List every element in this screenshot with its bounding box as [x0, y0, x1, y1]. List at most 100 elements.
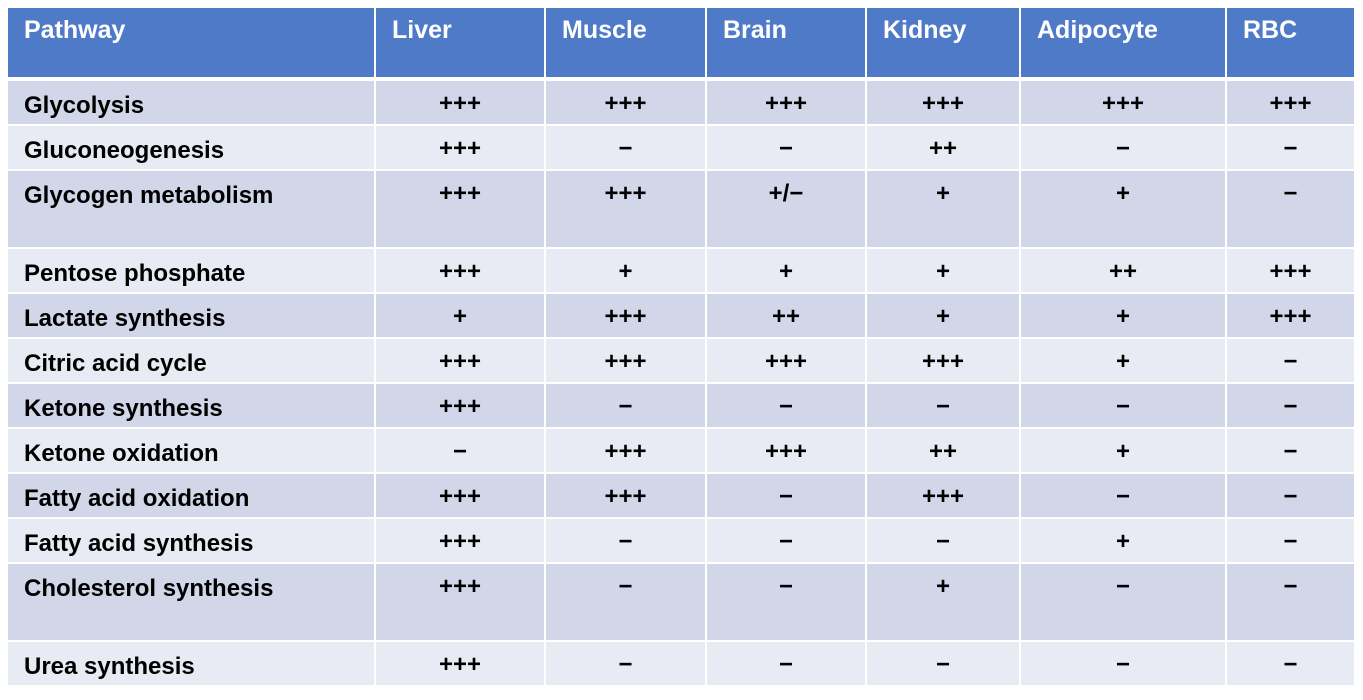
activity-cell: − [707, 642, 867, 687]
activity-cell: + [1021, 429, 1227, 474]
pathway-name: Lactate synthesis [24, 305, 226, 332]
pathway-name-cell: Fatty acid oxidation [8, 474, 376, 519]
table-row: Lactate synthesis + +++ ++ + + +++ [8, 294, 1354, 339]
column-header: Brain [707, 8, 867, 81]
activity-cell: +++ [546, 294, 707, 339]
activity-cell: +++ [546, 339, 707, 384]
pathway-name-cell: Ketone oxidation [8, 429, 376, 474]
activity-cell: − [1227, 429, 1354, 474]
pathway-name-cell: Glycogen metabolism [8, 171, 376, 249]
activity-cell: +++ [867, 339, 1021, 384]
activity-cell: − [1021, 384, 1227, 429]
pathway-name: Ketone synthesis [24, 395, 223, 422]
pathway-name-cell: Lactate synthesis [8, 294, 376, 339]
activity-cell: + [707, 249, 867, 294]
activity-cell: − [707, 519, 867, 564]
table-row: Cholesterol synthesis +++ − − + − − [8, 564, 1354, 642]
activity-cell: +++ [376, 339, 546, 384]
pathway-name-cell: Ketone synthesis [8, 384, 376, 429]
activity-cell: +++ [1021, 81, 1227, 126]
activity-cell: + [867, 171, 1021, 249]
activity-cell: +++ [376, 171, 546, 249]
pathway-name: Pentose phosphate [24, 260, 246, 287]
activity-cell: +++ [546, 474, 707, 519]
activity-cell: ++ [867, 126, 1021, 171]
activity-cell: + [1021, 294, 1227, 339]
table-row: Citric acid cycle +++ +++ +++ +++ + − [8, 339, 1354, 384]
pathway-name: Gluconeogenesis [24, 137, 225, 164]
pathway-name: Glycolysis [24, 92, 145, 119]
activity-cell: − [707, 474, 867, 519]
activity-cell: +++ [1227, 81, 1354, 126]
activity-cell: − [546, 642, 707, 687]
activity-cell: − [867, 519, 1021, 564]
pathway-name: Cholesterol synthesis [24, 575, 274, 602]
table-row: Ketone oxidation − +++ +++ ++ + − [8, 429, 1354, 474]
activity-cell: − [1021, 474, 1227, 519]
activity-cell: +++ [376, 249, 546, 294]
activity-cell: + [1021, 519, 1227, 564]
activity-cell: +++ [707, 429, 867, 474]
activity-cell: − [707, 564, 867, 642]
column-header: Pathway [8, 8, 376, 81]
table-row: Glycogen metabolism +++ +++ +/− + + − [8, 171, 1354, 249]
pathway-name: Ketone oxidation [24, 440, 219, 467]
activity-cell: + [546, 249, 707, 294]
pathway-name-cell: Fatty acid synthesis [8, 519, 376, 564]
activity-cell: + [867, 249, 1021, 294]
activity-cell: − [546, 519, 707, 564]
pathway-name: Glycogen metabolism [24, 182, 274, 209]
activity-cell: − [707, 384, 867, 429]
pathway-name: Fatty acid oxidation [24, 485, 250, 512]
activity-cell: + [1021, 339, 1227, 384]
activity-cell: +++ [1227, 249, 1354, 294]
table-row: Glycolysis +++ +++ +++ +++ +++ +++ [8, 81, 1354, 126]
column-header: Kidney [867, 8, 1021, 81]
activity-cell: − [867, 384, 1021, 429]
activity-cell: − [707, 126, 867, 171]
activity-cell: +++ [546, 171, 707, 249]
activity-cell: +++ [376, 519, 546, 564]
activity-cell: − [1021, 564, 1227, 642]
activity-cell: +++ [376, 474, 546, 519]
activity-cell: − [546, 126, 707, 171]
activity-cell: +++ [376, 126, 546, 171]
column-header: Muscle [546, 8, 707, 81]
column-header: RBC [1227, 8, 1354, 81]
activity-cell: + [1021, 171, 1227, 249]
activity-cell: +++ [376, 564, 546, 642]
pathway-name: Citric acid cycle [24, 350, 207, 377]
activity-cell: − [546, 384, 707, 429]
table-row: Fatty acid synthesis +++ − − − + − [8, 519, 1354, 564]
activity-cell: + [376, 294, 546, 339]
pathway-name: Fatty acid synthesis [24, 530, 254, 557]
activity-cell: +++ [867, 474, 1021, 519]
activity-cell: + [867, 294, 1021, 339]
activity-cell: ++ [1021, 249, 1227, 294]
table-header-row: Pathway Liver Muscle Brain Kidney Adipoc… [8, 8, 1354, 81]
activity-cell: − [1227, 474, 1354, 519]
activity-cell: − [1227, 126, 1354, 171]
activity-cell: +/− [707, 171, 867, 249]
table-row: Urea synthesis +++ − − − − − [8, 642, 1354, 687]
activity-cell: ++ [867, 429, 1021, 474]
pathway-tissue-table: Pathway Liver Muscle Brain Kidney Adipoc… [8, 8, 1354, 687]
activity-cell: − [1227, 519, 1354, 564]
pathway-name-cell: Pentose phosphate [8, 249, 376, 294]
activity-cell: − [1227, 564, 1354, 642]
activity-cell: − [1227, 384, 1354, 429]
activity-cell: +++ [707, 81, 867, 126]
table-row: Pentose phosphate +++ + + + ++ +++ [8, 249, 1354, 294]
pathway-name-cell: Gluconeogenesis [8, 126, 376, 171]
pathway-name-cell: Citric acid cycle [8, 339, 376, 384]
column-header: Liver [376, 8, 546, 81]
pathway-name-cell: Urea synthesis [8, 642, 376, 687]
activity-cell: +++ [376, 81, 546, 126]
activity-cell: +++ [1227, 294, 1354, 339]
activity-cell: − [1021, 642, 1227, 687]
activity-cell: ++ [707, 294, 867, 339]
table-row: Fatty acid oxidation +++ +++ − +++ − − [8, 474, 1354, 519]
activity-cell: − [1227, 171, 1354, 249]
activity-cell: − [1227, 339, 1354, 384]
activity-cell: − [867, 642, 1021, 687]
